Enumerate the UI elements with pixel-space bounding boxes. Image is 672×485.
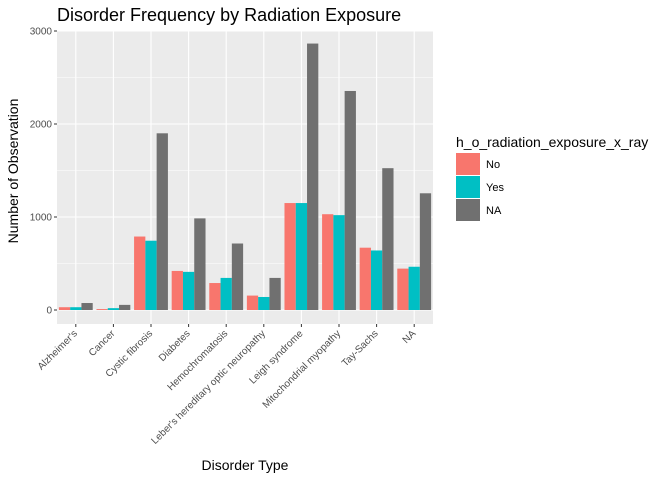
legend-key-no: [456, 153, 480, 175]
bar-yes-cystic-fibrosis: [145, 240, 157, 310]
bar-no-tay-sachs: [359, 247, 371, 310]
x-tick-label: Mitochondrial myopathy: [261, 328, 343, 410]
y-axis-title: Number of Observation: [5, 99, 21, 244]
bar-yes-tay-sachs: [370, 250, 383, 310]
y-axis: 0 1000 2000 3000: [30, 27, 57, 317]
legend: h_o_radiation_exposure_x_ray No Yes NA: [456, 134, 648, 221]
bar-yes-cancer: [107, 308, 120, 310]
bar-na-diabetes: [194, 218, 206, 310]
bar-na-na: [419, 193, 432, 310]
legend-items: No Yes NA: [456, 153, 504, 221]
bar-no-diabetes: [171, 270, 183, 310]
y-tick-label: 2000: [30, 120, 53, 131]
x-axis-title: Disorder Type: [202, 457, 289, 473]
legend-key-na: [456, 199, 480, 221]
bar-na-mitochondrial-myopathy: [344, 90, 356, 310]
bar-na-leigh-syndrome: [307, 43, 319, 311]
bar-na-hemochromatosis: [231, 243, 244, 310]
bar-yes-diabetes: [182, 271, 195, 310]
legend-key-yes: [456, 176, 480, 198]
bar-yes-mitochondrial-myopathy: [333, 215, 345, 310]
y-tick-label: 3000: [30, 27, 53, 38]
legend-label-no: No: [486, 159, 500, 171]
legend-title: h_o_radiation_exposure_x_ray: [456, 134, 648, 150]
bar-no-leber-s-hereditary-optic-neuropathy: [246, 295, 259, 310]
x-tick-label: Alzheimer's: [36, 328, 80, 372]
bar-no-leigh-syndrome: [284, 203, 296, 310]
bar-no-alzheimer-s: [58, 307, 71, 310]
legend-label-na: NA: [486, 205, 502, 217]
x-tick-label: Tay-Sachs: [340, 328, 381, 369]
bar-na-tay-sachs: [382, 168, 394, 310]
bar-no-na: [397, 268, 409, 310]
bar-yes-alzheimer-s: [70, 307, 82, 310]
x-tick-label: Diabetes: [157, 328, 193, 364]
bar-yes-leber-s-hereditary-optic-neuropathy: [258, 296, 270, 310]
x-tick-label: NA: [401, 328, 419, 346]
bar-na-cancer: [119, 304, 131, 310]
y-tick-label: 1000: [30, 213, 53, 224]
bar-na-alzheimer-s: [81, 303, 93, 310]
bar-no-cystic-fibrosis: [134, 236, 146, 310]
bar-yes-hemochromatosis: [220, 277, 232, 310]
plot-panel: [57, 30, 433, 324]
bar-series-group: [58, 43, 432, 311]
bar-no-mitochondrial-myopathy: [322, 214, 334, 310]
bar-na-leber-s-hereditary-optic-neuropathy: [269, 277, 281, 310]
bar-yes-leigh-syndrome: [295, 203, 308, 310]
bar-na-cystic-fibrosis: [156, 133, 168, 310]
chart-title: Disorder Frequency by Radiation Exposure: [57, 5, 401, 25]
bar-no-hemochromatosis: [209, 283, 221, 310]
legend-label-yes: Yes: [486, 182, 504, 194]
y-tick-label: 0: [46, 306, 52, 317]
x-tick-label: Cancer: [87, 328, 118, 359]
bar-no-cancer: [96, 309, 108, 310]
bar-yes-na: [408, 266, 420, 310]
